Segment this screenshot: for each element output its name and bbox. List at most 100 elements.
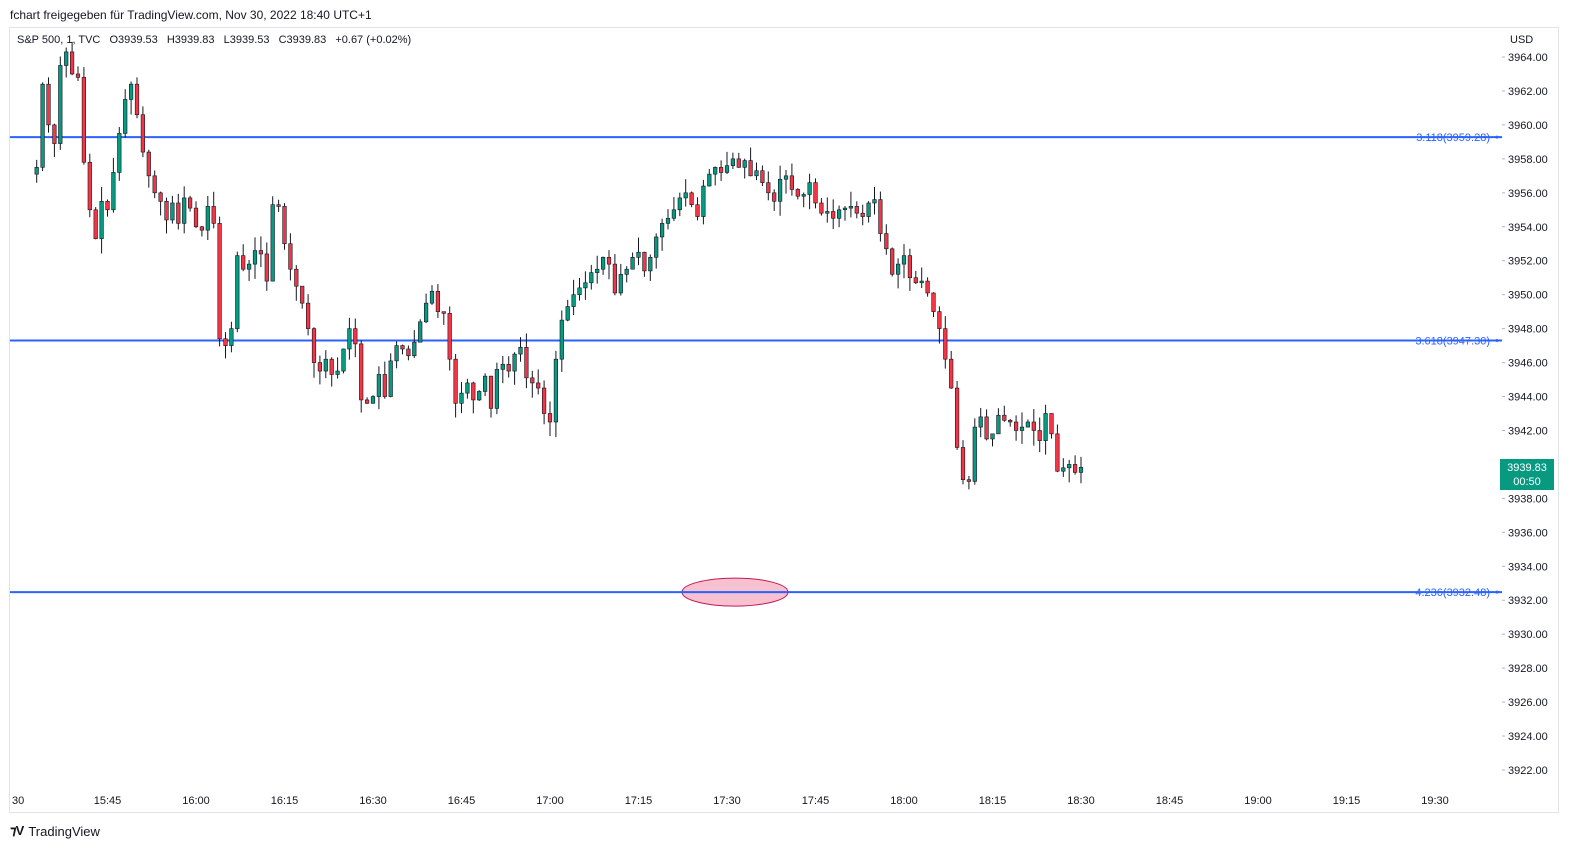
candle-body[interactable]: [825, 211, 830, 214]
candle-body[interactable]: [64, 51, 69, 66]
candle-body[interactable]: [81, 77, 86, 163]
candle-body[interactable]: [482, 375, 488, 392]
candle-body[interactable]: [1073, 464, 1078, 473]
candle-body[interactable]: [211, 206, 216, 224]
candle-body[interactable]: [500, 363, 505, 370]
candle-body[interactable]: [990, 433, 995, 440]
candle-body[interactable]: [46, 83, 51, 126]
candle-body[interactable]: [288, 243, 293, 270]
candle-body[interactable]: [217, 223, 222, 340]
candle-body[interactable]: [447, 313, 452, 360]
candle-body[interactable]: [406, 348, 411, 357]
candle-body[interactable]: [541, 387, 547, 414]
candle-body[interactable]: [831, 211, 836, 219]
candle-body[interactable]: [701, 185, 706, 217]
candle-body[interactable]: [176, 202, 181, 224]
candle-body[interactable]: [241, 255, 246, 270]
candle-body[interactable]: [34, 167, 39, 175]
candle-body[interactable]: [423, 302, 429, 323]
candle-body[interactable]: [146, 151, 151, 177]
candle-body[interactable]: [471, 382, 476, 401]
candle-body[interactable]: [117, 133, 122, 173]
candle-body[interactable]: [418, 321, 423, 343]
candle-body[interactable]: [129, 83, 134, 100]
candle-body[interactable]: [435, 290, 441, 312]
candle-body[interactable]: [1043, 413, 1048, 441]
candle-body[interactable]: [978, 416, 983, 428]
candle-body[interactable]: [394, 345, 399, 362]
candle-body[interactable]: [695, 204, 700, 217]
candle-body[interactable]: [252, 250, 258, 265]
candle-body[interactable]: [488, 375, 494, 409]
candle-body[interactable]: [813, 182, 818, 204]
candle-body[interactable]: [323, 358, 328, 372]
candle-body[interactable]: [648, 257, 653, 272]
candle-body[interactable]: [1037, 430, 1042, 441]
footer-brand[interactable]: ⁊V TradingView: [10, 823, 100, 839]
candle-body[interactable]: [707, 173, 712, 187]
candle-body[interactable]: [229, 328, 234, 346]
candle-body[interactable]: [305, 302, 311, 329]
candle-body[interactable]: [624, 268, 629, 275]
candle-body[interactable]: [353, 328, 358, 345]
candle-body[interactable]: [895, 263, 901, 275]
candle-body[interactable]: [376, 374, 382, 397]
candle-body[interactable]: [866, 202, 871, 217]
candle-body[interactable]: [1049, 413, 1054, 435]
candle-body[interactable]: [984, 416, 989, 440]
candle-body[interactable]: [665, 217, 671, 224]
candle-body[interactable]: [736, 158, 741, 168]
candle-body[interactable]: [1031, 421, 1036, 431]
candle-body[interactable]: [441, 311, 446, 314]
candle-body[interactable]: [494, 369, 500, 409]
symbol-label[interactable]: S&P 500, 1, TVC: [17, 34, 101, 46]
candle-body[interactable]: [789, 175, 794, 190]
candle-body[interactable]: [600, 257, 606, 270]
candle-body[interactable]: [907, 255, 912, 278]
candle-body[interactable]: [766, 182, 771, 194]
candle-body[interactable]: [247, 263, 252, 270]
candle-body[interactable]: [931, 292, 936, 312]
candle-body[interactable]: [807, 182, 812, 195]
candle-body[interactable]: [848, 206, 853, 209]
candle-body[interactable]: [370, 396, 376, 404]
candle-body[interactable]: [52, 124, 57, 144]
candle-body[interactable]: [571, 294, 576, 307]
candle-body[interactable]: [919, 280, 924, 284]
candle-body[interactable]: [612, 263, 617, 294]
candle-body[interactable]: [730, 158, 735, 166]
candle-body[interactable]: [276, 204, 281, 207]
candle-body[interactable]: [842, 207, 848, 211]
candle-body[interactable]: [152, 175, 157, 194]
candle-body[interactable]: [654, 236, 659, 258]
candle-body[interactable]: [1055, 433, 1060, 472]
candle-body[interactable]: [795, 189, 800, 197]
candle-body[interactable]: [1002, 414, 1007, 421]
candle-body[interactable]: [282, 206, 287, 245]
candle-body[interactable]: [40, 83, 45, 168]
candle-body[interactable]: [606, 257, 612, 265]
candle-body[interactable]: [972, 426, 977, 482]
candle-body[interactable]: [412, 341, 417, 357]
candle-body[interactable]: [618, 273, 623, 294]
candle-body[interactable]: [854, 206, 859, 214]
candle-body[interactable]: [140, 114, 146, 153]
candle-body[interactable]: [1008, 419, 1013, 423]
candle-body[interactable]: [589, 272, 594, 284]
candle-body[interactable]: [713, 167, 718, 175]
candle-body[interactable]: [636, 251, 641, 258]
candle-body[interactable]: [400, 345, 405, 350]
candle-body[interactable]: [347, 328, 352, 350]
candle-body[interactable]: [689, 192, 694, 205]
candle-body[interactable]: [595, 268, 600, 273]
candle-body[interactable]: [659, 223, 665, 238]
candle-body[interactable]: [311, 328, 317, 363]
candle-body[interactable]: [518, 346, 523, 355]
candle-body[interactable]: [93, 209, 98, 239]
candle-body[interactable]: [429, 290, 435, 304]
candle-body[interactable]: [777, 178, 783, 202]
candle-body[interactable]: [58, 65, 63, 144]
candle-body[interactable]: [87, 161, 92, 211]
candle-body[interactable]: [317, 362, 323, 372]
